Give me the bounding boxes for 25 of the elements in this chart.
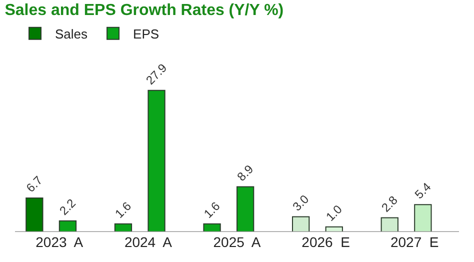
x-tick-label: 2025 A [213,234,262,250]
x-tick-label: 2023 A [36,234,84,250]
x-tick-label: 2024 A [124,234,173,250]
bar [414,204,432,232]
data-label: 5.4 [412,180,434,202]
bar [26,197,44,232]
data-label: 2.8 [378,192,401,215]
chart-title: Sales and EPS Growth Rates (Y/Y %) [4,2,284,20]
legend-label: EPS [133,26,160,42]
bar [148,90,166,232]
legend-label: Sales [55,26,88,42]
data-label: 1.0 [323,202,346,224]
data-label: 3.0 [290,192,312,214]
data-label: 8.9 [234,162,256,184]
data-label: 1.6 [201,198,223,221]
data-label: 1.6 [112,198,134,221]
data-label: 2.2 [56,196,79,218]
bar [292,216,310,232]
x-tick-label: 2026 E [302,234,350,250]
bar [380,217,398,232]
bar [325,226,343,232]
bar [58,220,77,232]
bar [236,186,254,232]
data-label: 6.7 [23,173,46,195]
x-tick-label: 2027 E [390,234,439,250]
